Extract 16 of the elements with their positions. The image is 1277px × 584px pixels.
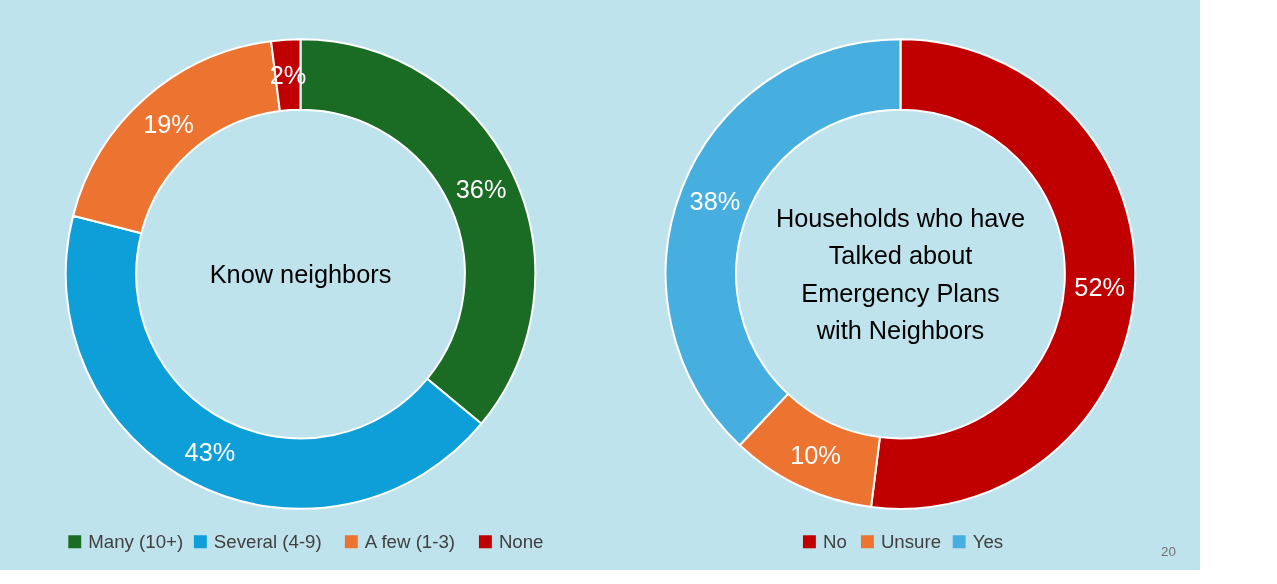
legend-label: Unsure <box>880 531 942 553</box>
data-label: 52% <box>1074 272 1126 301</box>
data-label: 19% <box>143 110 194 139</box>
legend-label: None <box>498 531 544 553</box>
data-label: 10% <box>790 440 841 469</box>
legend-label: Several (4-9) <box>213 531 322 553</box>
text: Know neighbors <box>209 260 392 289</box>
legend-label: No <box>822 531 847 553</box>
legend-label: Many (10+) <box>88 531 184 553</box>
data-label: 38% <box>689 186 741 215</box>
data-label: 43% <box>184 437 236 466</box>
legend-label: Yes <box>972 531 1004 553</box>
text: Households who have Talked about Emergency Plans with Neighbors <box>775 203 1026 345</box>
data-label: 36% <box>455 175 507 204</box>
legend-label: A few (1-3) <box>364 531 456 553</box>
text: 20 <box>1160 543 1176 559</box>
